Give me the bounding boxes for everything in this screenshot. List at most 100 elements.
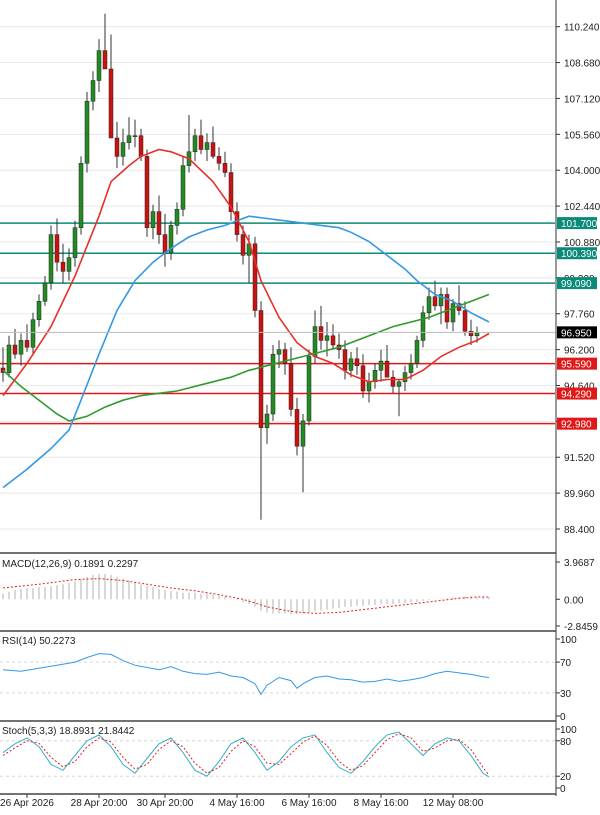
candle-body: [180, 165, 186, 210]
candle-body: [6, 344, 12, 373]
candle-body: [84, 100, 90, 164]
axes: 110.240 108.680 107.120 105.560 104.000 102.4…: [0, 0, 600, 796]
candle-body: [474, 332, 480, 337]
y-tick-label: 97.760: [564, 310, 595, 321]
candle-body: [78, 163, 84, 228]
candle-body: [468, 330, 474, 337]
macd-panel: 3.9687 0.00 -2.8459 MACD(12,26,9) 0.1891 0.…: [2, 558, 598, 633]
candle-body: [294, 409, 300, 447]
candle-body: [216, 156, 222, 164]
level-tag-label: 92.980: [561, 420, 592, 431]
x-tick-label: 12 May 08:00: [423, 798, 484, 809]
candle-body: [354, 358, 360, 366]
level-tag-bg: [557, 357, 597, 370]
candle-body: [282, 349, 288, 364]
candle-body: [414, 340, 420, 364]
level-tag-label: 101.700: [561, 219, 598, 230]
candle-body: [420, 312, 426, 341]
candle-body: [366, 381, 372, 392]
candle-body: [462, 310, 468, 332]
y-tick-label: 94.640: [564, 381, 595, 392]
candle-body: [288, 363, 294, 410]
level-tag-bg: [557, 417, 597, 430]
candle-body: [258, 310, 264, 429]
level-tag-bg: [557, 217, 597, 230]
x-tick-label: 28 Apr 20:00: [71, 798, 128, 809]
candle-body: [102, 50, 108, 70]
y-tick-label: 100.880: [564, 238, 600, 249]
candle-body: [114, 137, 120, 157]
candle-body: [54, 234, 60, 263]
rsi-line: [2, 653, 490, 696]
y-tick-label: 89.960: [564, 489, 595, 500]
stoch-y-tick-label: 100: [560, 725, 577, 736]
candle-body: [318, 326, 324, 341]
candle-body: [36, 301, 42, 320]
rsi-y-tick-label: 100: [560, 635, 577, 646]
candle-body: [144, 156, 150, 228]
rsi-panel: 100 70 30 0 RSI(14) 50.2273: [0, 635, 577, 723]
level-tag-label: 95.590: [561, 360, 592, 371]
candle-body: [48, 234, 54, 284]
macd-y-tick-label: 0.00: [564, 595, 584, 606]
candle-body: [24, 340, 30, 348]
candle-body: [162, 234, 168, 254]
candle-body: [438, 294, 444, 307]
candles: [0, 13, 480, 520]
stoch-label: Stoch(5,3,3) 18.8931 21.8442: [2, 726, 135, 737]
candle-body: [132, 135, 138, 137]
level-tag-bg: [557, 247, 597, 260]
stoch-y-tick-label: 0: [560, 784, 566, 795]
macd-y-tick-label: -2.8459: [564, 622, 598, 633]
x-tick-label: 30 Apr 20:00: [137, 798, 194, 809]
x-tick-label: 8 May 16:00: [353, 798, 408, 809]
level-tag-label: 94.290: [561, 390, 592, 401]
candle-body: [156, 211, 162, 235]
macd-label: MACD(12,26,9) 0.1891 0.2297: [2, 559, 139, 570]
candle-body: [252, 243, 258, 311]
moving-averages: [2, 148, 490, 489]
x-axis-labels: 26 Apr 2026 28 Apr 20:00 30 Apr 20:00 4 May…: [0, 794, 484, 809]
candle-body: [390, 376, 396, 387]
candle-body: [12, 344, 18, 355]
candle-body: [348, 358, 354, 371]
candle-body: [126, 135, 132, 143]
candle-body: [204, 142, 210, 150]
y-tick-label: 107.120: [564, 94, 600, 105]
candle-body: [108, 68, 114, 139]
candle-body: [174, 209, 180, 226]
candle-body: [198, 135, 204, 150]
y-tick-label: 110.240: [564, 23, 600, 34]
macd-y-tick-label: 3.9687: [564, 558, 595, 569]
ma-fast-line: [2, 148, 490, 397]
y-tick-label: 108.680: [564, 59, 600, 70]
candle-body: [324, 335, 330, 341]
candle-body: [312, 326, 318, 357]
candle-body: [72, 227, 78, 258]
x-tick-label: 6 May 16:00: [281, 798, 336, 809]
candle-body: [264, 413, 270, 429]
candle-body: [342, 349, 348, 371]
candle-body: [192, 135, 198, 153]
candle-body: [306, 356, 312, 422]
grid: [0, 26, 555, 530]
stoch-y-tick-label: 20: [560, 772, 572, 783]
candle-body: [138, 135, 144, 157]
candle-body: [30, 319, 36, 348]
candle-body: [432, 296, 438, 307]
rsi-label: RSI(14) 50.2273: [2, 636, 76, 647]
price-levels: [0, 222, 555, 425]
candle-body: [450, 303, 456, 323]
level-tag-bg: [557, 277, 597, 290]
rsi-y-tick-label: 70: [560, 658, 572, 669]
candle-body: [90, 80, 96, 102]
level-tag-bg: [557, 387, 597, 400]
x-tick-label: 26 Apr 2026: [0, 798, 54, 809]
candle-body: [396, 381, 402, 387]
candle-body: [42, 282, 48, 302]
candle-body: [384, 360, 390, 378]
candle-body: [210, 142, 216, 157]
candle-body: [408, 363, 414, 373]
